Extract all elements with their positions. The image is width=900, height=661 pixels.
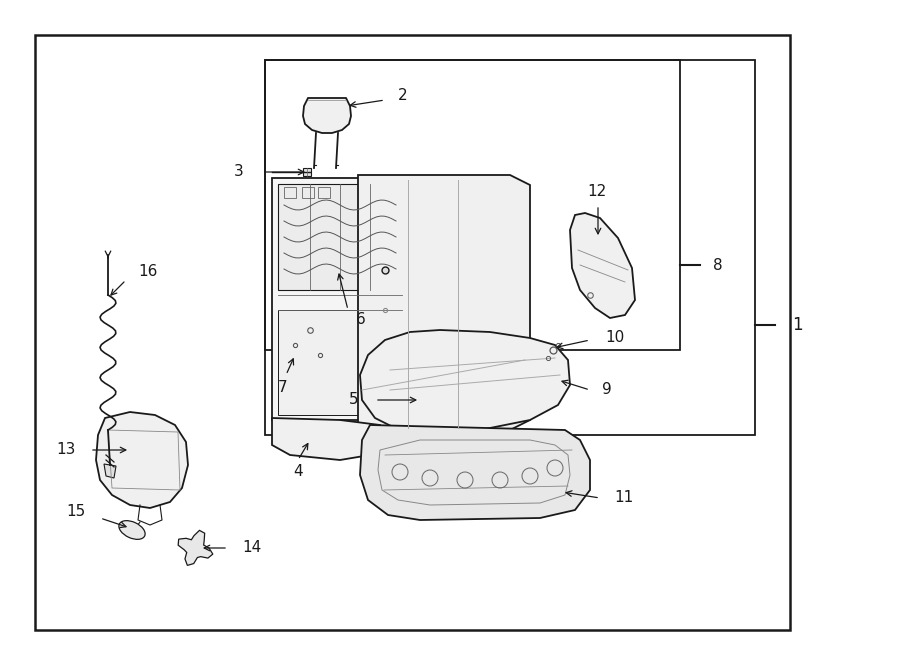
Text: 8: 8 xyxy=(713,258,723,272)
Polygon shape xyxy=(272,418,380,460)
Polygon shape xyxy=(360,425,590,520)
Polygon shape xyxy=(278,184,402,290)
Text: 7: 7 xyxy=(278,381,288,395)
Text: 14: 14 xyxy=(242,541,261,555)
Text: 2: 2 xyxy=(398,89,408,104)
Text: 10: 10 xyxy=(605,329,625,344)
Ellipse shape xyxy=(119,521,145,539)
Text: 6: 6 xyxy=(356,313,365,327)
Text: 15: 15 xyxy=(67,504,86,520)
Polygon shape xyxy=(272,178,408,420)
Polygon shape xyxy=(303,98,351,133)
Text: 16: 16 xyxy=(138,264,157,280)
Text: 12: 12 xyxy=(588,184,607,200)
Text: 5: 5 xyxy=(348,393,358,407)
Text: 13: 13 xyxy=(57,442,76,457)
Polygon shape xyxy=(96,412,188,508)
Polygon shape xyxy=(360,330,570,432)
Text: 4: 4 xyxy=(293,465,302,479)
Polygon shape xyxy=(104,464,116,478)
Text: 1: 1 xyxy=(792,316,803,334)
Text: 9: 9 xyxy=(602,383,612,397)
Polygon shape xyxy=(178,530,212,565)
Polygon shape xyxy=(358,175,530,430)
Text: 3: 3 xyxy=(234,165,244,180)
Text: 11: 11 xyxy=(614,490,634,506)
Polygon shape xyxy=(303,168,311,176)
Polygon shape xyxy=(570,213,635,318)
Polygon shape xyxy=(278,310,402,415)
